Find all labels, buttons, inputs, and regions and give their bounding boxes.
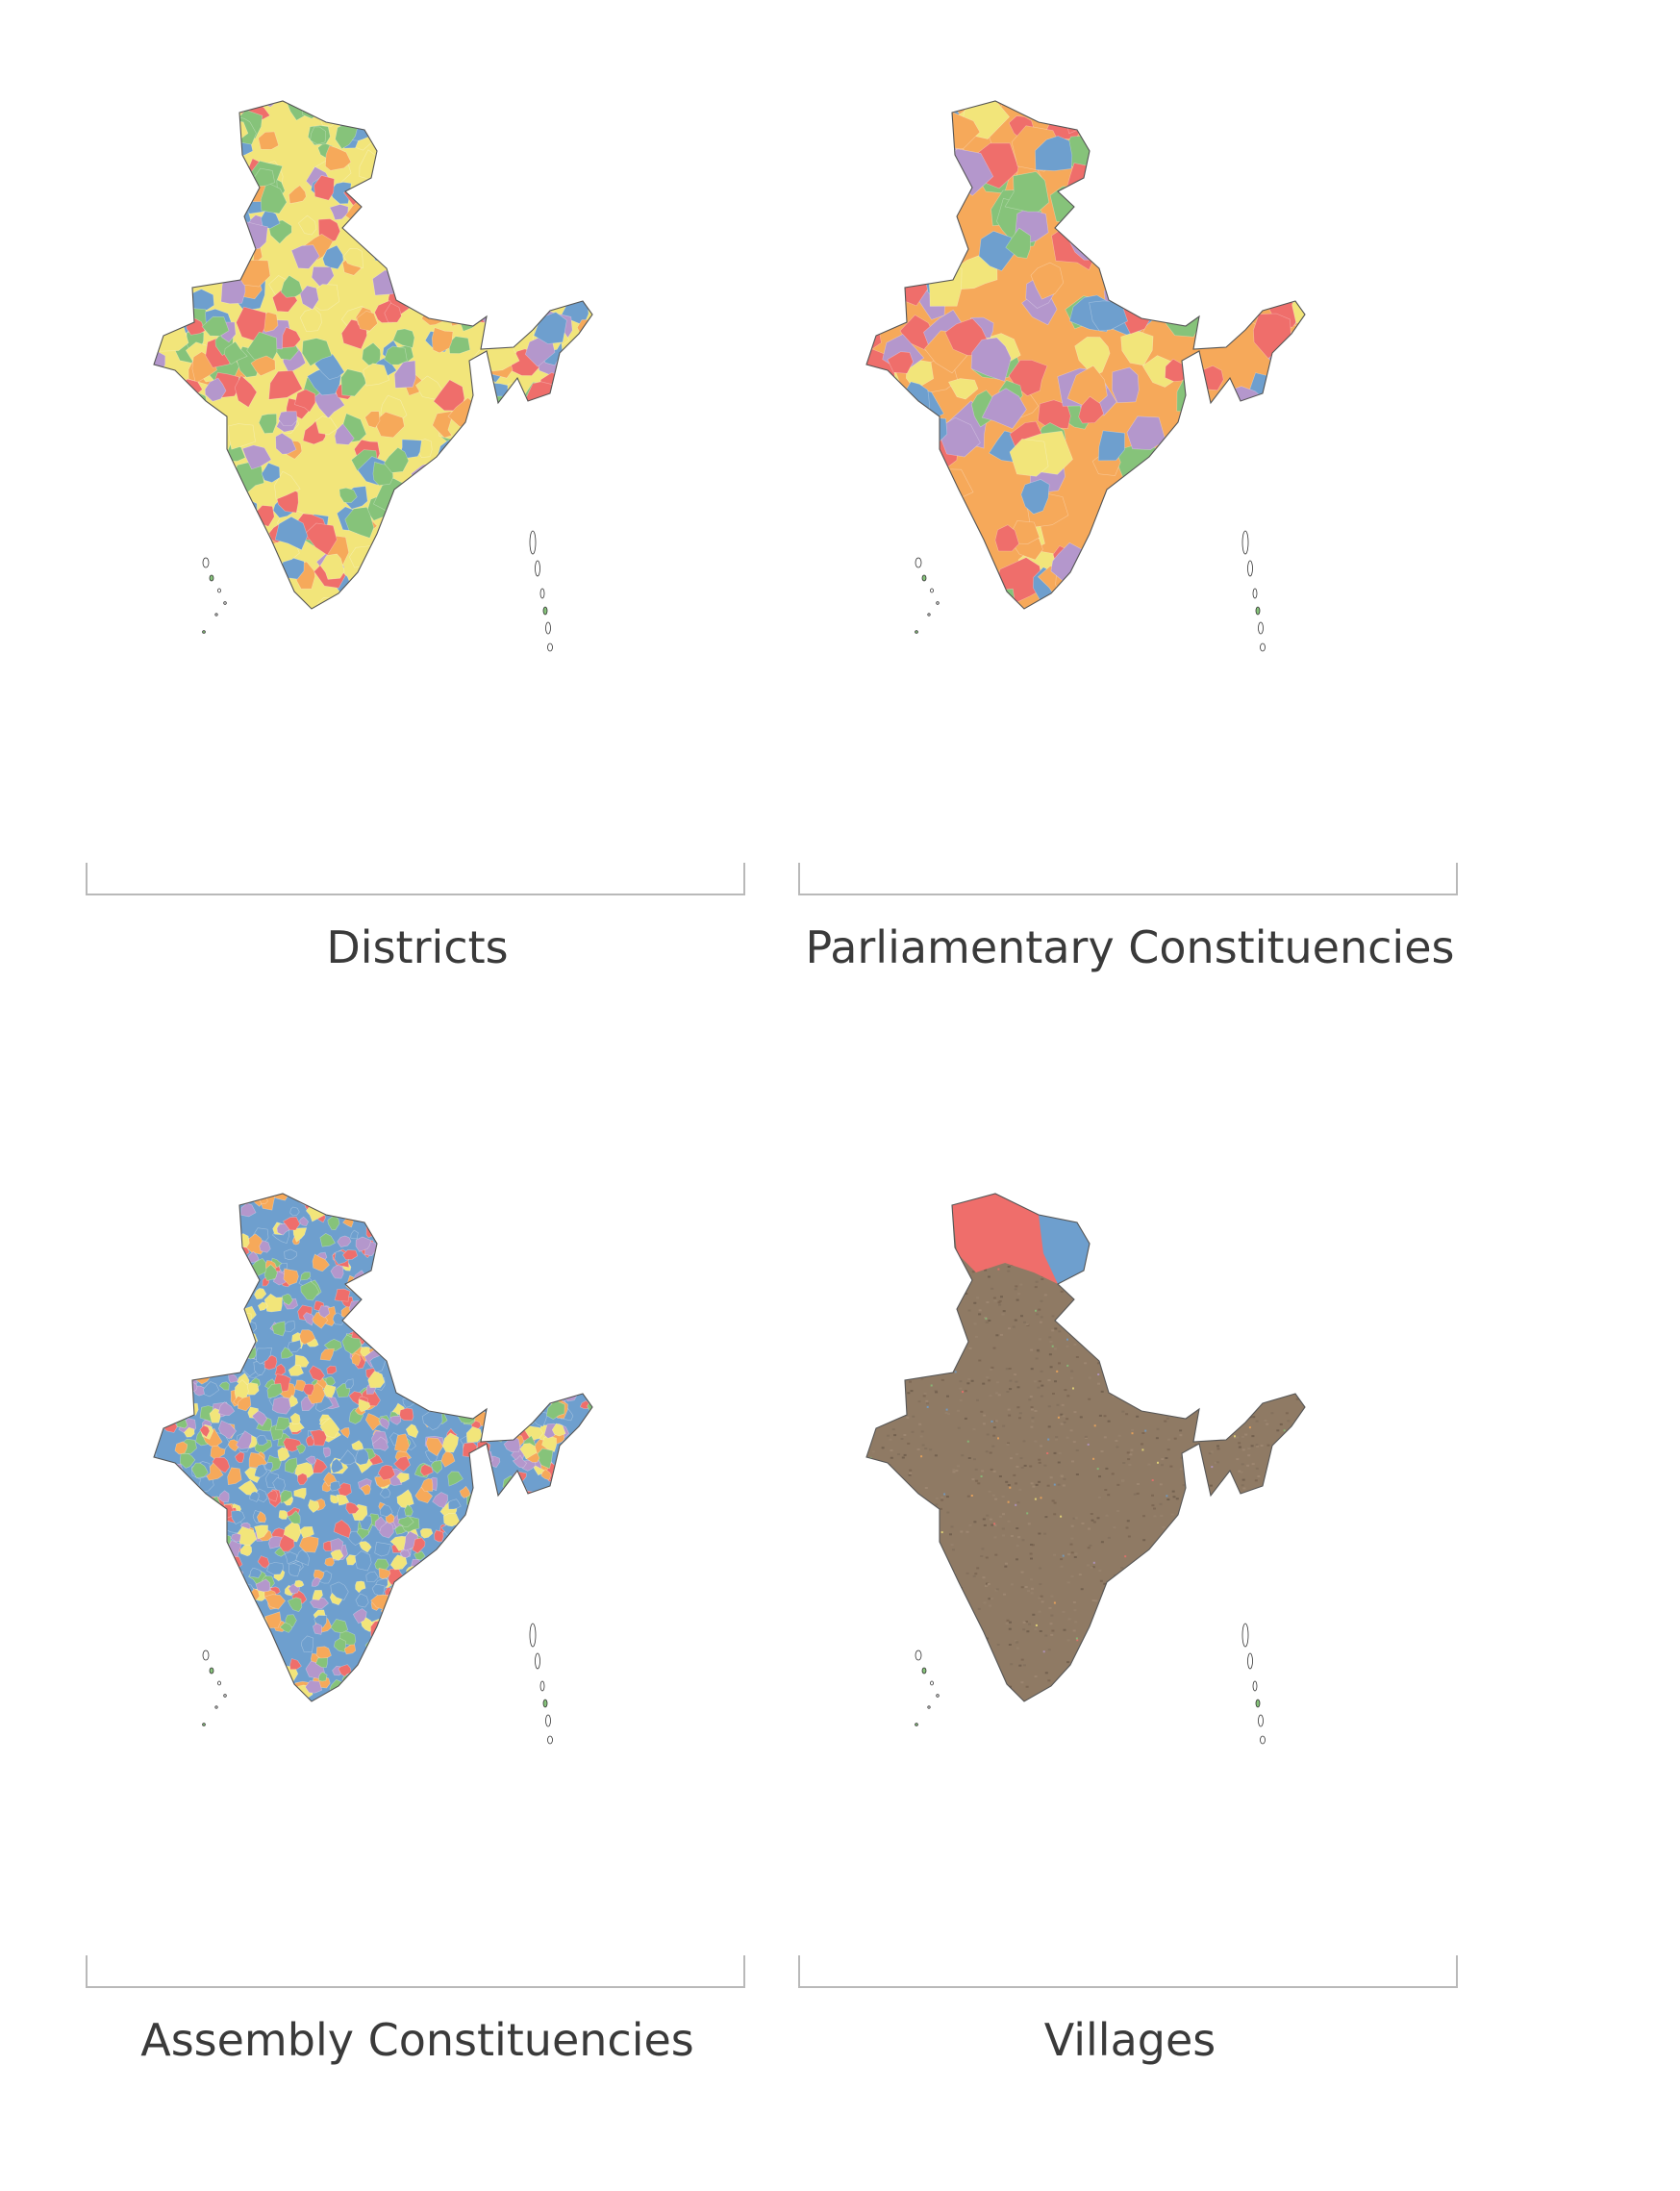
map-label: Villages (1043, 2014, 1216, 2066)
map-label: Districts (326, 921, 509, 973)
villages-map (865, 1193, 1306, 1745)
districts-map (153, 100, 593, 652)
caption-bracket (798, 1955, 1458, 1988)
villages-panel: Villages (798, 1152, 1462, 2191)
caption-bracket (86, 1955, 745, 1988)
island-groups (915, 530, 1266, 652)
india-mainland (865, 100, 1306, 610)
parliamentary-constituencies-panel: Parliamentary Constituencies (798, 60, 1462, 1098)
island-groups (915, 1623, 1266, 1745)
island-groups (202, 1623, 553, 1745)
parliamentary-constituencies-map (865, 100, 1306, 652)
caption-bracket (798, 863, 1458, 895)
island-groups (202, 530, 553, 652)
assembly-constituencies-map (153, 1193, 593, 1745)
assembly-constituencies-panel: Assembly Constituencies (86, 1152, 749, 2191)
map-label: Assembly Constituencies (140, 2014, 694, 2066)
districts-panel: Districts (86, 60, 749, 1098)
map-label: Parliamentary Constituencies (805, 921, 1455, 973)
caption-bracket (86, 863, 745, 895)
